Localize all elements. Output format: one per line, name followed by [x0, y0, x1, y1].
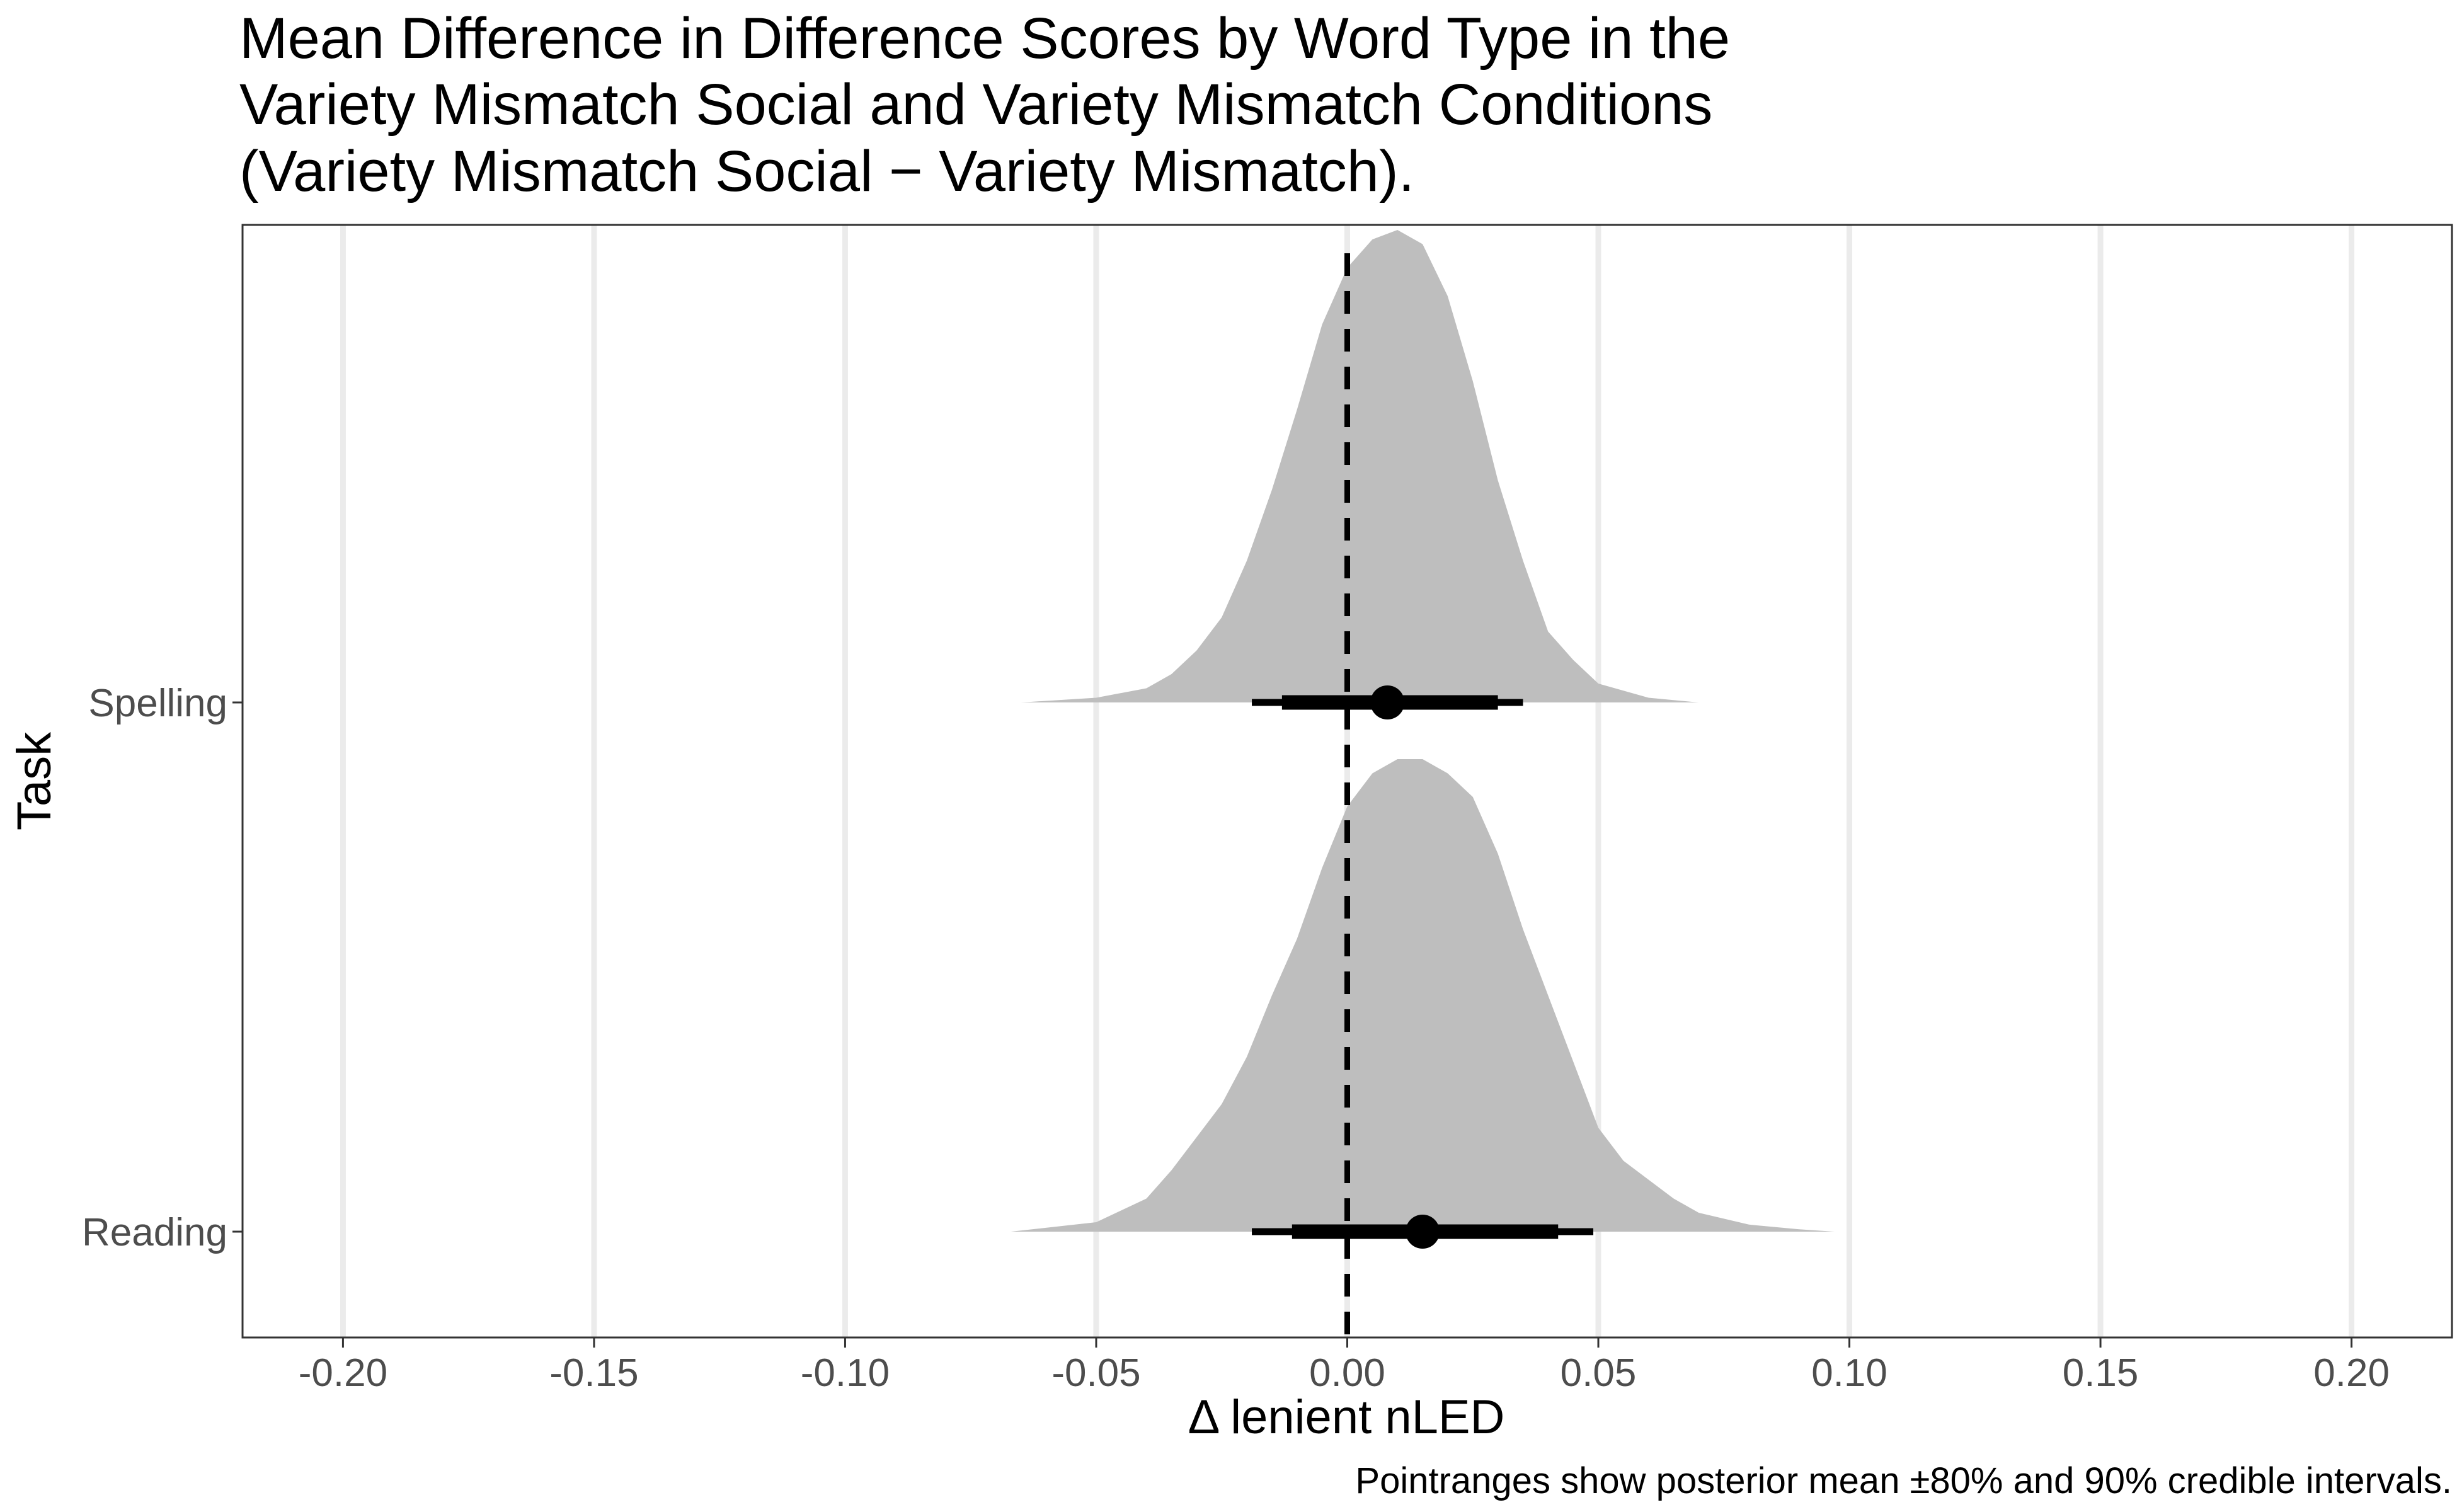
density-layer: [1011, 230, 1835, 1232]
x-tick-label: 0.10: [1811, 1351, 1887, 1395]
pointrange-layer: [1252, 685, 1594, 1249]
x-axis-title: Δ lenient nLED: [1188, 1390, 1505, 1444]
chart-title-line-1: Mean Difference in Difference Scores by …: [239, 6, 1730, 71]
x-gridlines: [340, 225, 2355, 1337]
y-tick-label-reading: Reading: [82, 1211, 227, 1254]
y-tick-label-spelling: Spelling: [88, 682, 227, 725]
mean-point-reading: [1406, 1215, 1440, 1249]
x-tick-label: -0.20: [299, 1351, 387, 1395]
density-reading: [1011, 759, 1835, 1232]
x-axis: -0.20 -0.15 -0.10 -0.05 0.00 0.05 0.10 0.15 0.20: [299, 1337, 2390, 1395]
y-axis: Spelling Reading: [82, 682, 243, 1254]
x-tick-label: 0.20: [2313, 1351, 2390, 1395]
chart-title-line-3: (Variety Mismatch Social − Variety Misma…: [239, 139, 1414, 203]
x-tick-label: -0.05: [1051, 1351, 1140, 1395]
chart-caption: Pointranges show posterior mean ±80% and…: [1355, 1460, 2452, 1501]
x-tick-label: -0.10: [801, 1351, 890, 1395]
density-spelling: [1021, 230, 1699, 702]
x-tick-label: 0.15: [2063, 1351, 2139, 1395]
x-tick-label: 0.00: [1309, 1351, 1385, 1395]
mean-point-spelling: [1370, 685, 1405, 719]
x-tick-label: -0.15: [549, 1351, 638, 1395]
x-tick-label: 0.05: [1561, 1351, 1637, 1395]
y-axis-title: Task: [8, 731, 61, 830]
chart-title-line-2: Variety Mismatch Social and Variety Mism…: [239, 72, 1712, 137]
